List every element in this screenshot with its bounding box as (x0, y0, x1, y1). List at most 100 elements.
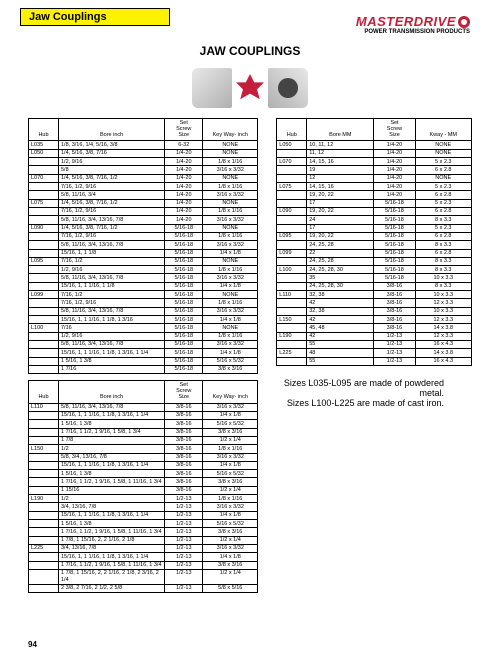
cell-screw: 5/16-18 (374, 207, 415, 215)
table-row: 1/2, 9/161/4-201/8 x 1/16 (29, 158, 258, 166)
cell-bore: 1 5/16, 1 3/8 (59, 470, 165, 478)
cell-bore: 5/8, 11/16, 3/4, 13/16, 7/8 (59, 340, 165, 348)
cell-screw: 3/8-16 (374, 307, 415, 315)
cell-screw: 5/16-18 (165, 282, 203, 290)
cell-hub: L075 (277, 183, 307, 191)
cell-bore: 1 7/8 (59, 436, 165, 444)
cell-hub: L100 (277, 266, 307, 274)
cell-hub (29, 266, 59, 274)
cell-key: 1/8 x 1/16 (203, 299, 258, 307)
cell-key: NONE (203, 291, 258, 299)
cell-screw: 5/16-18 (165, 365, 203, 373)
cell-hub (29, 520, 59, 528)
cell-hub (29, 357, 59, 365)
table-row: L07014, 15, 161/4-205 x 2.3 (277, 158, 472, 166)
table-row: 551/2-1316 x 4.3 (277, 357, 472, 365)
cell-key: 3/8 x 3/16 (203, 365, 258, 373)
table-row: L1007/165/16-18NONE (29, 324, 258, 332)
cell-hub (29, 461, 59, 469)
cell-screw: 1/4-20 (165, 166, 203, 174)
cell-hub (29, 511, 59, 519)
cell-key: 12 x 3.3 (415, 299, 472, 307)
cell-key: 3/16 x 3/32 (203, 241, 258, 249)
table-row: L0997/16, 1/25/16-18NONE (29, 291, 258, 299)
cell-bore: 7/16, 1/2 (59, 257, 165, 265)
cell-key: 1/4 x 1/8 (203, 553, 258, 561)
page-title: JAW COUPLINGS (0, 44, 500, 58)
cell-screw: 1/2-13 (374, 349, 415, 357)
table-row: 32, 383/8-1610 x 3.3 (277, 307, 472, 315)
cell-hub: L190 (277, 332, 307, 340)
cell-hub: L099 (277, 249, 307, 257)
cell-hub (29, 274, 59, 282)
cell-hub: L225 (29, 544, 59, 552)
cell-bore: 1 7/16, 1 1/2, 1 9/16, 1 5/8, 1 3/4 (59, 428, 165, 436)
table-row: 15/16, 1, 1 1/16, 1 1/8, 1 3/16, 1 1/41/… (29, 553, 258, 561)
cell-bore: 7/16, 1/2, 9/16 (59, 183, 165, 191)
cell-key: NONE (415, 174, 472, 182)
cell-bore: 7/16, 1/2, 9/16 (59, 299, 165, 307)
table-row: 423/8-1612 x 3.3 (277, 299, 472, 307)
cell-bore: 7/16, 1/2 (59, 291, 165, 299)
cell-key: 3/8 x 3/16 (203, 478, 258, 486)
cell-hub (277, 357, 307, 365)
table-row: 175/16-185 x 2.3 (277, 199, 472, 207)
cell-hub (29, 584, 59, 592)
cell-screw: 1/4-20 (374, 166, 415, 174)
table-row: 5/8, 3/4, 13/16, 7/83/8-163/16 x 3/32 (29, 453, 258, 461)
cell-hub: L075 (29, 199, 59, 207)
table-row: 7/16, 1/2, 9/165/16-181/8 x 1/16 (29, 299, 258, 307)
hub-left-icon (192, 68, 232, 108)
cell-hub (29, 207, 59, 215)
cell-screw: 3/8-16 (374, 282, 415, 290)
cell-bore: 17 (307, 224, 374, 232)
gear-icon (458, 16, 470, 28)
note-1: Sizes L035-L095 are made of powdered met… (276, 378, 444, 398)
table-row: L1105/8, 11/16, 3/4, 13/16, 7/83/8-163/1… (29, 403, 258, 411)
cell-bore: 19, 20, 22 (307, 232, 374, 240)
cell-key: 3/16 x 3/32 (203, 274, 258, 282)
cell-key: 3/16 x 3/32 (203, 307, 258, 315)
cell-key: 1/8 x 1/16 (203, 158, 258, 166)
cell-key: 6 x 2.8 (415, 232, 472, 240)
cell-screw: 1/4-20 (165, 191, 203, 199)
cell-screw: 3/8-16 (165, 403, 203, 411)
table-row: 1 7/8, 1 15/16, 2, 2 1/16, 2 1/81/2-131/… (29, 536, 258, 544)
cell-screw: 1/2-13 (374, 357, 415, 365)
cell-key: 1/2 x 1/4 (203, 436, 258, 444)
cell-hub (277, 216, 307, 224)
cell-screw: 5/16-18 (165, 324, 203, 332)
cell-hub (29, 183, 59, 191)
cell-bore: 1/2 (59, 445, 165, 453)
cell-key: 14 x 3.8 (415, 324, 472, 332)
cell-screw: 3/8-16 (374, 299, 415, 307)
cell-bore: 42 (307, 332, 374, 340)
table-row: 1/2, 9/165/16-181/8 x 1/16 (29, 332, 258, 340)
cell-hub: L035 (29, 141, 59, 149)
cell-screw: 1/4-20 (374, 174, 415, 182)
cell-key: 1/8 x 1/16 (203, 445, 258, 453)
cell-hub: L090 (29, 224, 59, 232)
cell-screw: 3/8-16 (165, 461, 203, 469)
cell-screw: 1/2-13 (165, 584, 203, 592)
cell-key: 5 x 2.3 (415, 224, 472, 232)
table-mm: Hub Bore MM SetScrewSize Kway - MM L0501… (276, 118, 472, 366)
table-row: L0501/4, 5/16, 3/8, 7/161/4-20NONE (29, 149, 258, 157)
cell-key: 6 x 2.8 (415, 191, 472, 199)
cell-bore: 5/8 (59, 166, 165, 174)
table-row: 1 7/16, 1 1/2, 1 9/16, 1 5/8, 1 11/16, 1… (29, 528, 258, 536)
cell-key: 5 x 2.3 (415, 158, 472, 166)
material-notes: Sizes L035-L095 are made of powdered met… (276, 378, 444, 408)
cell-bore: 24, 25, 28, 30 (307, 282, 374, 290)
cell-key: 14 x 3.8 (415, 349, 472, 357)
table-row: 5/8, 11/16, 3/4, 13/16, 7/85/16-183/16 x… (29, 241, 258, 249)
product-image (0, 68, 500, 108)
cell-screw: 1/4-20 (374, 191, 415, 199)
th-bore: Bore inch (59, 119, 165, 141)
cell-bore: 15/16, 1, 1 1/16, 1 1/8, 1 3/16 (59, 316, 165, 324)
cell-bore: 5/8, 3/4, 13/16, 7/8 (59, 453, 165, 461)
table-row: 3/4, 13/16, 7/81/2-133/16 x 3/32 (29, 503, 258, 511)
table-row: L0901/4, 5/16, 3/8, 7/16, 1/25/16-18NONE (29, 224, 258, 232)
cell-hub (29, 411, 59, 419)
cell-screw: 5/16-18 (374, 216, 415, 224)
